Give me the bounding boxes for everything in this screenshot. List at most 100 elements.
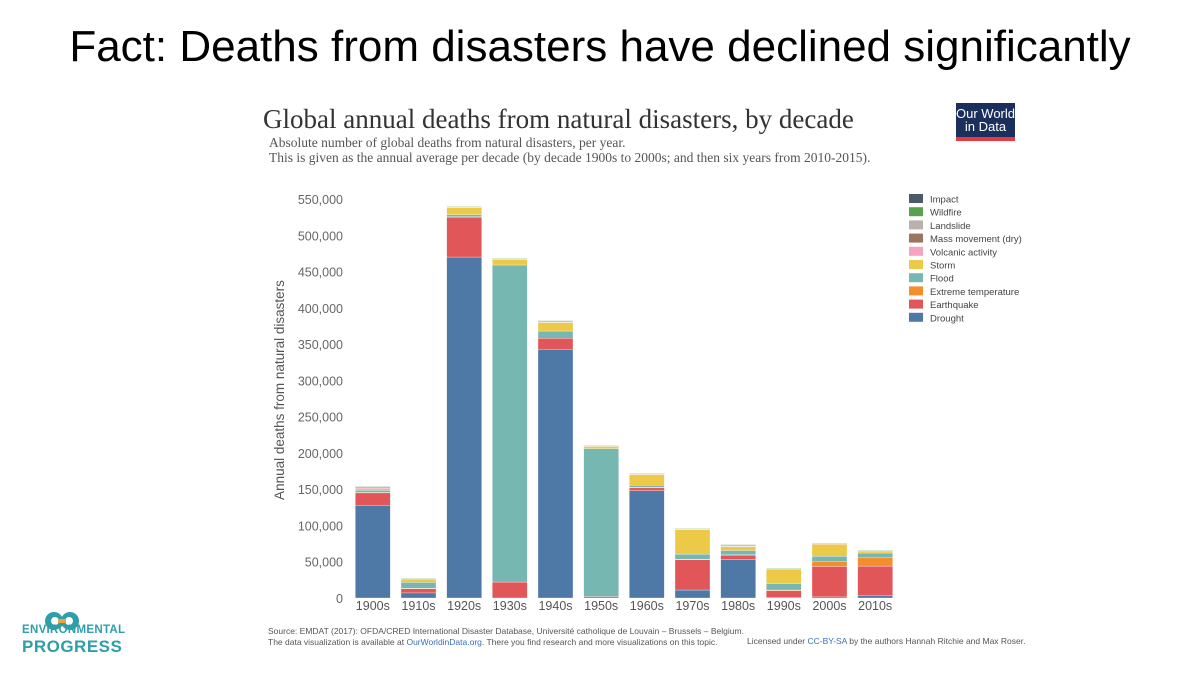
legend-swatch	[909, 233, 923, 243]
x-tick-label: 1950s	[584, 599, 618, 613]
source-note: Source: EMDAT (2017): OFDA/CRED Internat…	[268, 626, 744, 647]
owid-logo-line2: in Data	[964, 119, 1007, 134]
bar-segment-storm	[492, 259, 528, 266]
bar-segment-drought	[400, 592, 437, 599]
source-line2-pre: The data visualization is available at	[268, 636, 407, 647]
license-link[interactable]: CC-BY-SA	[807, 636, 847, 646]
bar-segment-flood	[492, 264, 528, 583]
bar-segment-flood	[674, 553, 711, 560]
bar-segment-drought	[446, 256, 482, 599]
owid-logo[interactable]: Our World in Data	[956, 103, 1015, 141]
source-line1: Source: EMDAT (2017): OFDA/CRED Internat…	[268, 626, 744, 636]
bar-segment-flood	[811, 556, 848, 562]
y-tick-label: 250,000	[298, 411, 343, 425]
y-tick-label: 400,000	[298, 302, 343, 316]
chart-title: Global annual deaths from natural disast…	[263, 104, 854, 134]
bar-segment-earthquake	[537, 338, 574, 350]
bar-segment-wildfire	[674, 528, 711, 530]
bar-segment-earthquake	[674, 559, 711, 591]
chart-subtitle: Absolute number of global deaths from na…	[269, 135, 870, 165]
bar-segment-extreme-temperature	[811, 561, 848, 567]
x-tick-label: 1930s	[493, 599, 527, 613]
y-tick-label: 350,000	[298, 338, 343, 352]
bar-segment-wildfire	[537, 320, 574, 322]
x-tick-label: 1960s	[630, 599, 664, 613]
bar-segment-flood	[629, 485, 665, 488]
bar-segment-drought	[537, 349, 574, 599]
y-tick-label: 0	[336, 592, 343, 606]
legend-swatch	[909, 312, 923, 322]
environmental-progress-logo-icon	[45, 612, 79, 630]
bar-segment-earthquake	[857, 565, 893, 596]
legend-swatch	[909, 207, 923, 217]
source-line2-post: . There you find research and more visua…	[481, 636, 718, 647]
bar-segment-flood	[400, 582, 437, 589]
brand-line1: ENVIRONMENTAL	[22, 624, 126, 636]
x-tick-label: 1920s	[447, 599, 481, 613]
x-tick-label: 1970s	[675, 599, 709, 613]
chart-subtitle-line1: Absolute number of global deaths from na…	[269, 135, 626, 150]
bar-segment-wildfire	[720, 544, 756, 546]
bar-segment-earthquake	[766, 590, 802, 598]
brand-line2: PROGRESS	[22, 637, 123, 656]
legend-label: Landslide	[930, 221, 971, 232]
x-tick-label: 1900s	[356, 599, 390, 613]
y-tick-label: 100,000	[298, 519, 343, 533]
y-tick-label: 150,000	[298, 483, 343, 497]
bar-segment-earthquake	[811, 566, 848, 598]
legend-swatch	[909, 220, 923, 230]
y-tick-label: 200,000	[298, 447, 343, 461]
bar-segment-storm	[446, 207, 482, 215]
bar-segment-wildfire	[629, 473, 665, 475]
owid-logo-line1: Our World	[956, 106, 1015, 121]
y-tick-label: 300,000	[298, 374, 343, 388]
y-tick-label: 450,000	[298, 266, 343, 280]
bar-segment-storm	[355, 488, 391, 491]
x-tick-label: 1990s	[767, 599, 801, 613]
x-tick-label: 2010s	[858, 599, 892, 613]
bar-segment-wildfire	[446, 206, 482, 208]
legend-swatch	[909, 246, 923, 256]
bar-segment-flood	[446, 214, 482, 217]
bar-segment-wildfire	[857, 549, 893, 551]
bar-segment-storm	[766, 568, 802, 584]
legend-label: Extreme temperature	[930, 287, 1019, 298]
license-pre: Licensed under	[747, 636, 808, 646]
bar-segment-drought	[674, 589, 711, 599]
bar-segment-flood	[720, 550, 756, 555]
legend-label: Storm	[930, 261, 955, 272]
bar-segment-drought	[720, 559, 756, 599]
bar-segment-earthquake	[446, 216, 482, 258]
legend-swatch	[909, 273, 923, 283]
legend-label: Wildfire	[930, 208, 962, 219]
slide-title: Fact: Deaths from disasters have decline…	[69, 22, 1131, 71]
owid-logo-bar	[956, 137, 1015, 141]
bar-segment-flood	[537, 330, 574, 339]
legend-label: Mass movement (dry)	[930, 234, 1022, 245]
source-link[interactable]: OurWorldinData.org	[406, 636, 482, 647]
bar-segment-wildfire	[400, 578, 437, 579]
bar-segment-storm	[400, 578, 437, 583]
bar-segment-flood	[583, 448, 619, 597]
bar-segment-storm	[720, 546, 756, 551]
license-post: by the authors Hannah Ritchie and Max Ro…	[846, 636, 1026, 646]
bar-segment-wildfire	[766, 567, 802, 569]
x-tick-label: 1910s	[401, 599, 435, 613]
license-note: Licensed under CC-BY-SA by the authors H…	[747, 636, 1025, 646]
bar-segment-earthquake	[492, 581, 528, 599]
x-tick-label: 1940s	[538, 599, 572, 613]
bar-segment-drought	[629, 490, 665, 599]
bar-segment-flood	[766, 583, 802, 591]
bar-segment-drought	[857, 595, 893, 599]
legend-label: Impact	[930, 195, 959, 206]
bar-segment-flood	[857, 552, 893, 558]
bar-segment-earthquake	[629, 487, 665, 491]
legend-label: Earthquake	[930, 300, 979, 311]
bar-segment-earthquake	[400, 588, 437, 594]
legend-label: Volcanic activity	[930, 247, 997, 258]
bar-segment-volcanic-activity	[355, 486, 391, 489]
source-line2: The data visualization is available at O…	[268, 637, 744, 648]
bar-segment-flood	[355, 490, 391, 493]
bar-segment-wildfire	[583, 445, 619, 447]
bar-segment-earthquake	[720, 555, 756, 560]
